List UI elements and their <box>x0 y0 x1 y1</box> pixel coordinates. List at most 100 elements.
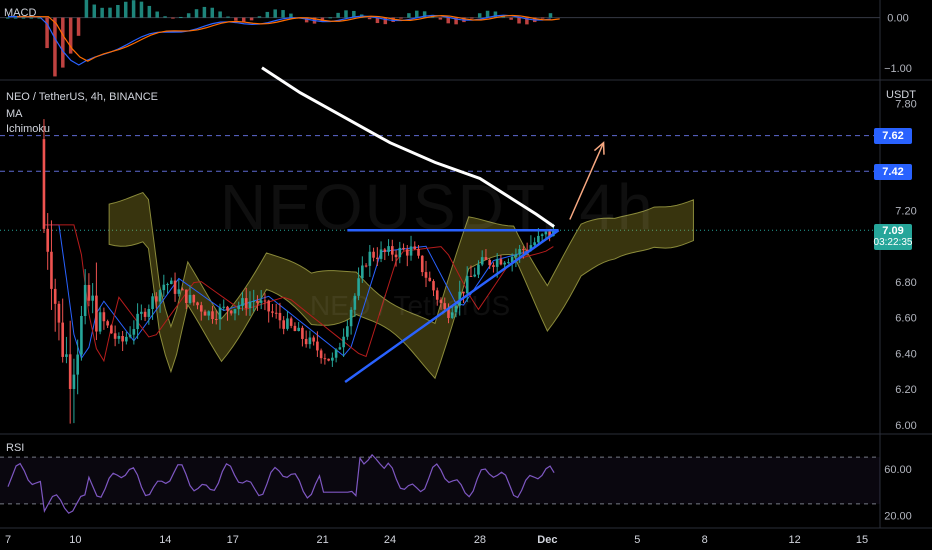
candle-body <box>417 248 420 256</box>
candle-body <box>244 298 248 309</box>
macd-histogram-bar <box>226 16 230 18</box>
macd-label[interactable]: MACD <box>4 7 37 19</box>
projection-arrow-shaft <box>569 142 605 220</box>
candle-body <box>42 139 46 229</box>
macd-histogram-bar <box>415 10 419 18</box>
candle-body <box>484 257 488 260</box>
macd-histogram-bar <box>76 17 81 36</box>
price-tick-label: 6.80 <box>895 277 916 289</box>
x-tick-label: 7 <box>5 534 11 546</box>
candle-body <box>91 295 94 301</box>
candle-body <box>469 275 473 277</box>
candle-body <box>525 249 529 251</box>
candle-body <box>537 235 540 243</box>
macd-histogram-bar <box>399 17 403 19</box>
candle-body <box>68 354 72 389</box>
candle-body <box>211 311 214 320</box>
macd-histogram-bar <box>344 10 348 18</box>
candle-body <box>458 291 462 306</box>
candle-body <box>450 312 454 318</box>
price-tick-label: 6.40 <box>895 348 916 360</box>
x-tick-label: 5 <box>634 534 640 546</box>
ma-indicator-label[interactable]: MA <box>6 108 23 120</box>
candle-body <box>308 337 312 345</box>
macd-histogram-bar <box>123 1 128 18</box>
candle-body <box>155 296 158 302</box>
candle-body <box>465 275 469 294</box>
current-price-label: 7.09 03:22:35 <box>874 224 912 250</box>
macd-histogram-bar <box>454 17 458 25</box>
x-tick-label: 28 <box>474 534 486 546</box>
candle-body <box>128 334 132 337</box>
candle-body <box>473 274 477 277</box>
ichimoku-conversion-line <box>43 224 554 360</box>
candle-body <box>233 309 237 314</box>
price-tick-label: 6.60 <box>895 313 916 325</box>
candle-body <box>338 347 342 350</box>
macd-histogram-bar <box>485 10 490 18</box>
price-tick-label: 7.80 <box>895 98 916 110</box>
macd-histogram-bar <box>422 11 427 18</box>
ichimoku-cloud <box>108 191 694 380</box>
macd-histogram-bar <box>540 17 545 19</box>
macd-histogram-bar <box>21 17 26 19</box>
candle-body <box>147 308 151 317</box>
candle-body <box>188 294 192 303</box>
macd-signal-line <box>16 14 560 62</box>
candle-body <box>420 255 424 273</box>
macd-histogram-bar <box>53 17 57 77</box>
macd-histogram-bar <box>273 9 277 18</box>
candle-body <box>510 256 514 263</box>
candle-body <box>454 305 458 313</box>
x-tick-label: Dec <box>537 534 557 546</box>
macd-histogram-bar <box>234 17 238 21</box>
macd-histogram-bar <box>210 7 215 18</box>
ichimoku-indicator-label[interactable]: Ichimoku <box>6 123 51 135</box>
symbol-watermark: NEOUSDT, 4h <box>220 171 655 243</box>
candle-body <box>57 303 61 323</box>
macd-histogram-bar <box>517 17 521 24</box>
candle-body <box>480 257 484 265</box>
candle-body <box>196 302 199 306</box>
candle-body <box>282 320 285 329</box>
macd-histogram-bar <box>100 7 104 18</box>
macd-histogram-bar <box>131 0 136 18</box>
candle-body <box>87 284 91 301</box>
candle-body <box>387 246 390 252</box>
candle-body <box>319 350 323 359</box>
candle-body <box>424 272 428 278</box>
candle-body <box>199 305 203 312</box>
candle-body <box>166 284 169 286</box>
macd-histogram-bar <box>493 11 498 18</box>
macd-histogram-bar <box>171 17 175 19</box>
candle-body <box>405 249 409 256</box>
candle-body <box>477 264 480 275</box>
symbol-title[interactable]: NEO / TetherUS, 4h, BINANCE <box>6 91 159 103</box>
candle-body <box>50 251 53 289</box>
candle-body <box>503 262 506 265</box>
candle-body <box>529 245 533 251</box>
candle-body <box>297 327 300 332</box>
rsi-label[interactable]: RSI <box>6 442 25 454</box>
candle-body <box>443 303 447 309</box>
macd-histogram-bar <box>352 10 356 18</box>
candle-body <box>361 265 364 279</box>
candle-body <box>181 289 184 291</box>
macd-histogram-bar <box>179 16 183 18</box>
candle-body <box>435 290 439 300</box>
candle-body <box>72 374 76 389</box>
candle-body <box>398 247 402 258</box>
macd-histogram-bar <box>163 16 167 18</box>
candle-body <box>132 329 136 335</box>
candle-body <box>151 296 154 309</box>
candle-body <box>117 336 121 339</box>
candle-body <box>331 357 334 361</box>
candle-body <box>278 312 282 321</box>
macd-histogram-bar <box>68 17 73 54</box>
macd-histogram-bar <box>548 13 553 18</box>
candle-body <box>173 280 177 294</box>
candle-body <box>364 265 368 267</box>
moving-average-line <box>261 66 555 228</box>
price-tick-label: 6.20 <box>895 384 916 396</box>
